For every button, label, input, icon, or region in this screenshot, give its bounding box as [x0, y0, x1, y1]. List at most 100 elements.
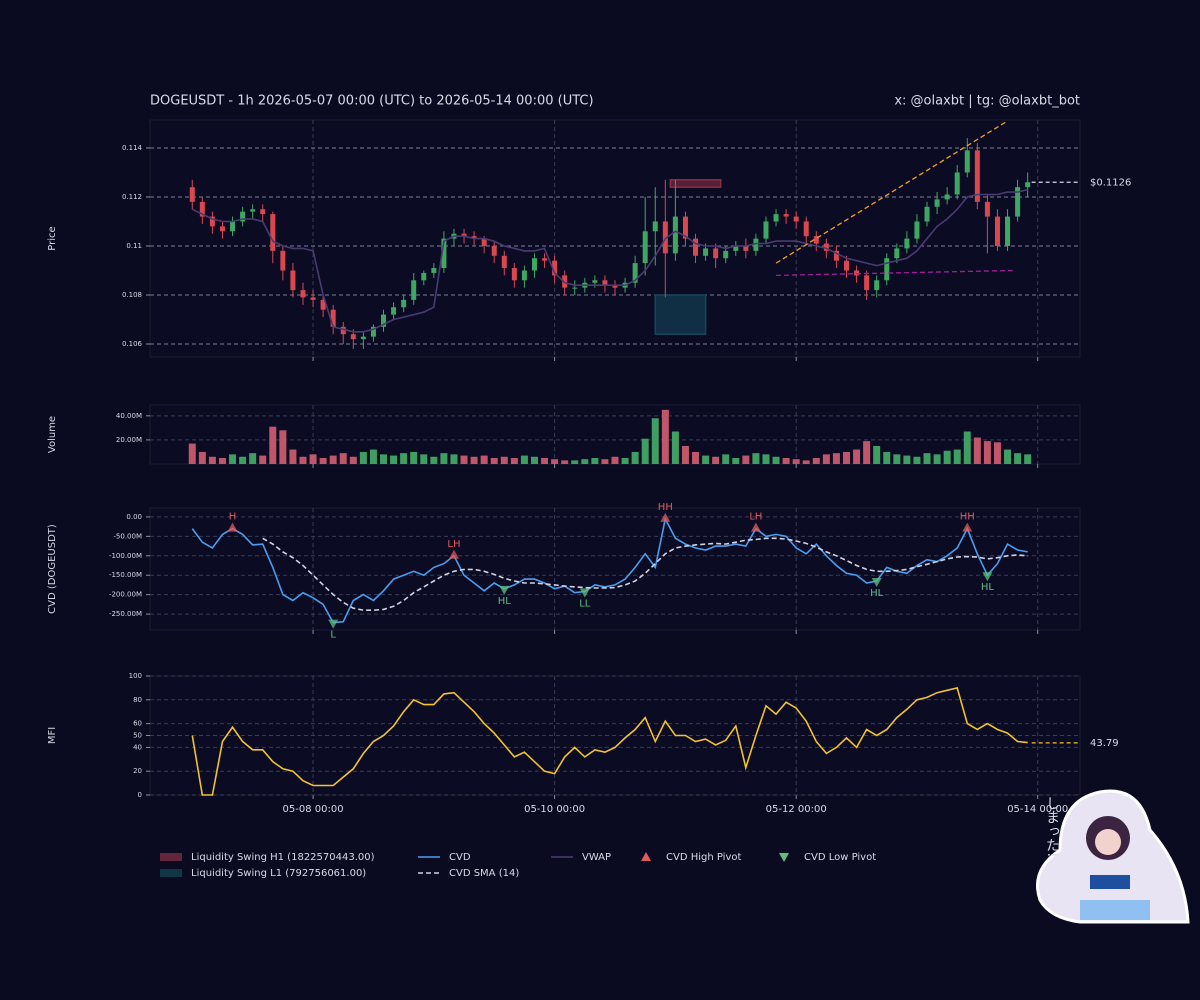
volume-bar — [470, 456, 478, 464]
volume-bar — [772, 456, 780, 464]
candle-body — [360, 336, 366, 340]
candle-body — [250, 209, 256, 212]
volume-bar — [279, 430, 287, 464]
volume-bar — [1024, 454, 1032, 464]
volume-bar — [400, 453, 408, 464]
legend-swatch — [641, 852, 651, 861]
y-tick-label: 40.00M — [116, 412, 142, 420]
candle-body — [723, 250, 729, 259]
y-tick-label: 0.106 — [122, 340, 143, 348]
sticker-face — [1095, 829, 1121, 855]
volume-bar — [973, 437, 981, 464]
x-tick-label: 05-14 00:00 — [1007, 804, 1068, 815]
sticker-badge — [1090, 875, 1130, 889]
volume-bar — [792, 459, 800, 464]
pivot-label: HL — [498, 596, 512, 607]
volume-bar — [903, 455, 911, 464]
volume-bar — [651, 418, 659, 464]
volume-bar — [510, 457, 518, 464]
volume-bar — [188, 443, 196, 464]
y-tick-label: 100 — [129, 672, 142, 680]
liquidity-zone — [654, 294, 707, 335]
y-tick-label: -150.00M — [109, 571, 142, 579]
volume-bar — [289, 449, 297, 464]
y-tick-label: 60 — [133, 720, 142, 728]
volume-bar — [692, 451, 700, 464]
candle-body — [662, 221, 668, 254]
pivot-label: HL — [870, 588, 884, 599]
y-axis-label: Volume — [47, 416, 58, 453]
volume-bar — [551, 459, 559, 464]
y-tick-label: -200.00M — [109, 591, 142, 599]
volume-bar — [480, 455, 488, 464]
credit: x: @olaxbt | tg: @olaxbt_bot — [894, 94, 1080, 109]
pivot-label: LL — [579, 599, 591, 610]
candle-body — [964, 150, 970, 173]
candle-body — [511, 268, 517, 281]
volume-bar — [873, 445, 881, 464]
volume-bar — [641, 438, 649, 464]
sticker — [1036, 789, 1190, 924]
candle-body — [491, 245, 497, 256]
volume-bar — [309, 454, 317, 464]
pivot-marker — [328, 619, 339, 629]
y-tick-label: 40 — [133, 743, 142, 751]
volume-bar — [339, 453, 347, 464]
volume-bar — [208, 456, 216, 464]
candle-body — [421, 272, 427, 281]
volume-bar — [621, 457, 629, 464]
volume-bar — [410, 451, 418, 464]
candle-body — [401, 299, 407, 308]
volume-bar — [198, 451, 206, 464]
candle-body — [330, 309, 336, 327]
volume-bar — [742, 455, 750, 464]
candle-body — [602, 280, 608, 286]
legend-swatch — [160, 853, 182, 861]
y-axis-label: Price — [47, 226, 58, 250]
candle-body — [924, 206, 930, 222]
candle-body — [521, 270, 527, 281]
volume-bar — [218, 457, 226, 464]
candle-body — [310, 297, 316, 300]
volume-bar — [430, 456, 438, 464]
candle-body — [572, 287, 578, 289]
candle-body — [240, 211, 246, 222]
volume-bar — [863, 441, 871, 464]
candle-body — [773, 214, 779, 222]
pivot-label: LH — [749, 512, 762, 523]
volume-bar — [631, 451, 639, 464]
y-tick-label: 0.112 — [122, 193, 142, 201]
legend-label: CVD High Pivot — [666, 852, 741, 863]
legend-label: CVD Low Pivot — [804, 852, 876, 863]
volume-bar — [782, 457, 790, 464]
panel — [149, 119, 1081, 358]
candle-body — [793, 216, 799, 222]
volume-bar — [460, 455, 468, 464]
sticker-text: しまった! — [1044, 796, 1060, 858]
pivot-marker — [227, 522, 238, 532]
candle-body — [803, 221, 809, 237]
volume-bar — [732, 457, 740, 464]
y-tick-label: 0.114 — [122, 144, 143, 152]
candle-body — [833, 250, 839, 261]
y-tick-label: 0 — [138, 791, 142, 799]
volume-bar — [883, 451, 891, 464]
candle-body — [260, 209, 266, 215]
candle-body — [823, 243, 829, 251]
candle-body — [280, 250, 286, 271]
volume-bar — [541, 457, 549, 464]
volume-bar — [299, 456, 307, 464]
candle-body — [471, 236, 477, 239]
volume-bar — [349, 456, 357, 464]
candle-body — [874, 280, 880, 291]
pivot-marker — [448, 549, 459, 559]
y-tick-label: 20 — [133, 767, 142, 775]
candle-body — [290, 270, 296, 291]
y-tick-label: -250.00M — [109, 610, 142, 618]
volume-bar — [712, 456, 720, 464]
volume-bar — [591, 457, 599, 464]
candle-body — [843, 260, 849, 271]
candle-body — [713, 248, 719, 259]
candle-body — [672, 216, 678, 254]
volume-bar — [983, 441, 991, 464]
